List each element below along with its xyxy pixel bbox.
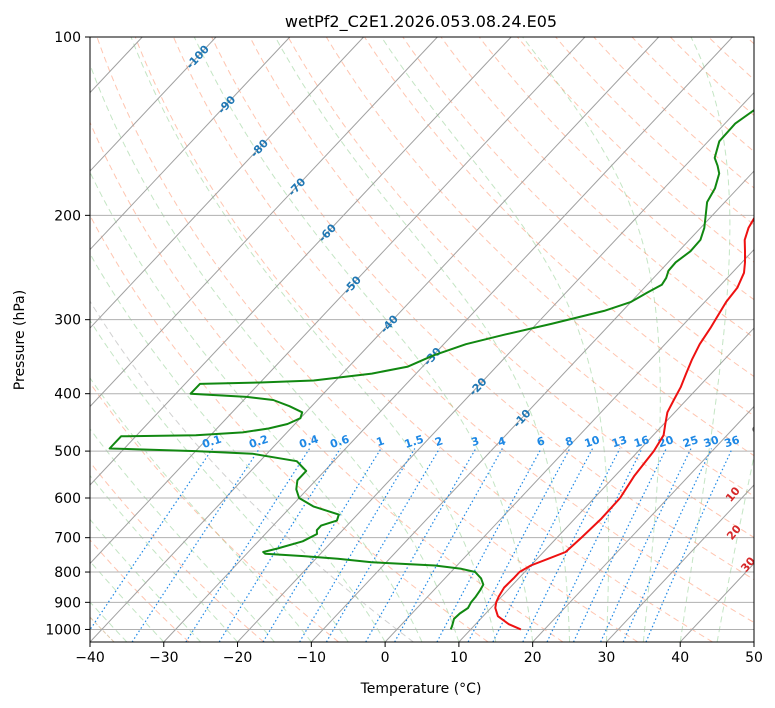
x-tick-label: 20: [524, 650, 542, 666]
mixing-ratio-label: 1: [375, 434, 386, 449]
sounding-profiles: [108, 108, 754, 631]
mixing-ratio-lines: [90, 448, 733, 642]
skewed-isotherms: [90, 37, 754, 642]
y-tick-label: 1000: [45, 622, 81, 638]
mixing-ratio-label: 16: [632, 433, 651, 450]
x-tick-label: −40: [75, 650, 105, 666]
mixing-ratio-label: 36: [723, 433, 742, 450]
dry-adiabat-line: [478, 37, 754, 301]
isotherm-line: [90, 37, 291, 251]
mixing-ratio-label: 25: [681, 433, 700, 450]
isotherm-line: [90, 37, 364, 329]
mixing-ratio-line: [467, 448, 571, 642]
isotherm-line: [310, 170, 754, 642]
x-axis-title: Temperature (°C): [360, 681, 482, 697]
y-tick-label: 300: [54, 313, 81, 329]
mixing-ratio-line: [572, 448, 667, 642]
mixing-ratio-label: 0.2: [247, 433, 270, 451]
mixing-ratio-label: 10: [583, 433, 602, 450]
mixing-ratio-line: [262, 448, 382, 642]
dry-adiabat-line: [96, 37, 639, 642]
mixing-ratio-line: [185, 448, 311, 642]
dry-adiabats: [90, 37, 754, 642]
y-tick-label: 700: [54, 531, 81, 547]
x-tick-label: −10: [297, 650, 327, 666]
mixing-ratio-label: 30: [702, 433, 721, 450]
dry-adiabat-line: [90, 121, 564, 642]
y-tick-label: 900: [54, 595, 81, 611]
isotherm-line: [90, 37, 660, 642]
dry-adiabat-line: [90, 539, 190, 642]
x-tick-label: −30: [149, 650, 179, 666]
mixing-ratio-label: 1.5: [403, 433, 426, 451]
y-tick-label: 200: [54, 208, 81, 224]
chart-title: wetPf2_C2E1.2026.053.08.24.E05: [285, 12, 557, 32]
y-tick-label: 800: [54, 565, 81, 581]
moist-adiabat-line: [716, 454, 754, 642]
x-tick-label: 30: [598, 650, 616, 666]
dry-adiabat-label: 0: [749, 423, 764, 437]
y-tick-label: 100: [54, 30, 81, 46]
x-tick-label: 0: [381, 650, 390, 666]
isotherm-line: [532, 405, 754, 642]
y-tick-label: 500: [54, 444, 81, 460]
mixing-ratio-label: 3: [470, 434, 481, 449]
isotherm-line: [237, 91, 754, 642]
moist-adiabat-line: [90, 319, 349, 642]
moist-adiabat-line: [679, 37, 731, 642]
moist-adiabat-line: [193, 37, 534, 642]
mixing-ratio-line: [600, 448, 692, 642]
mixing-ratio-line: [436, 448, 542, 642]
x-tick-label: −20: [223, 650, 253, 666]
isotherm-line: [90, 37, 512, 486]
isotherm-line: [90, 37, 586, 565]
isotherm-line: [163, 37, 733, 642]
mixing-ratio-line: [492, 448, 594, 642]
moist-adiabat-line: [522, 37, 661, 642]
isotherm-line: [384, 248, 754, 642]
dry-adiabat-line: [211, 37, 754, 581]
mixing-ratio-label: 13: [610, 433, 629, 450]
isotherm-line: [90, 37, 438, 408]
mixing-ratio-line: [131, 448, 261, 642]
moist-adiabat-line: [274, 37, 571, 642]
mixing-ratio-line: [218, 448, 341, 642]
y-tick-label: 600: [54, 491, 81, 507]
plot-frame: [89, 36, 755, 643]
x-tick-label: 10: [450, 650, 468, 666]
mixing-ratio-label: 8: [564, 434, 575, 449]
mixing-ratio-label: 0.1: [201, 433, 224, 451]
isotherm-line: [458, 327, 754, 642]
mixing-ratio-label: 6: [535, 434, 547, 449]
mixing-ratio-line: [325, 448, 441, 642]
moist-adiabat-line: [130, 37, 497, 642]
x-tick-label: 40: [671, 650, 689, 666]
dry-adiabat-line: [287, 37, 754, 497]
dry-adiabat-line: [173, 37, 754, 624]
dry-adiabat-line: [134, 37, 713, 642]
mixing-ratio-label: 4: [496, 434, 508, 449]
dry-adiabat-line: [90, 214, 489, 642]
moist-adiabat-line: [90, 252, 386, 642]
temperature-profile-line: [494, 216, 754, 631]
y-tick-label: 400: [54, 387, 81, 403]
x-tick-label: 50: [745, 650, 763, 666]
mixing-ratio-label: 0.6: [328, 432, 351, 450]
isotherm-line: [90, 37, 217, 172]
isotherm-line: [606, 484, 754, 642]
y-axis-ticks: 100 200 300 400 500 600 700 800 900 1000: [45, 30, 90, 638]
moist-adiabat-line: [380, 37, 610, 642]
moist-adiabat-line: [90, 63, 460, 642]
moist-adiabat-line: [90, 171, 423, 642]
mixing-ratio-label: 0.4: [298, 432, 321, 450]
moist-adiabats: [90, 37, 754, 642]
x-axis-ticks: −40 −30 −20 −10 0 10 20 30 40 50: [75, 642, 763, 666]
mixing-ratio-line: [90, 448, 214, 631]
mixing-ratio-label: 2: [433, 434, 444, 449]
dewpoint-profile-line: [108, 108, 754, 630]
dry-adiabat-line: [90, 461, 265, 642]
y-axis-title: Pressure (hPa): [12, 290, 28, 390]
